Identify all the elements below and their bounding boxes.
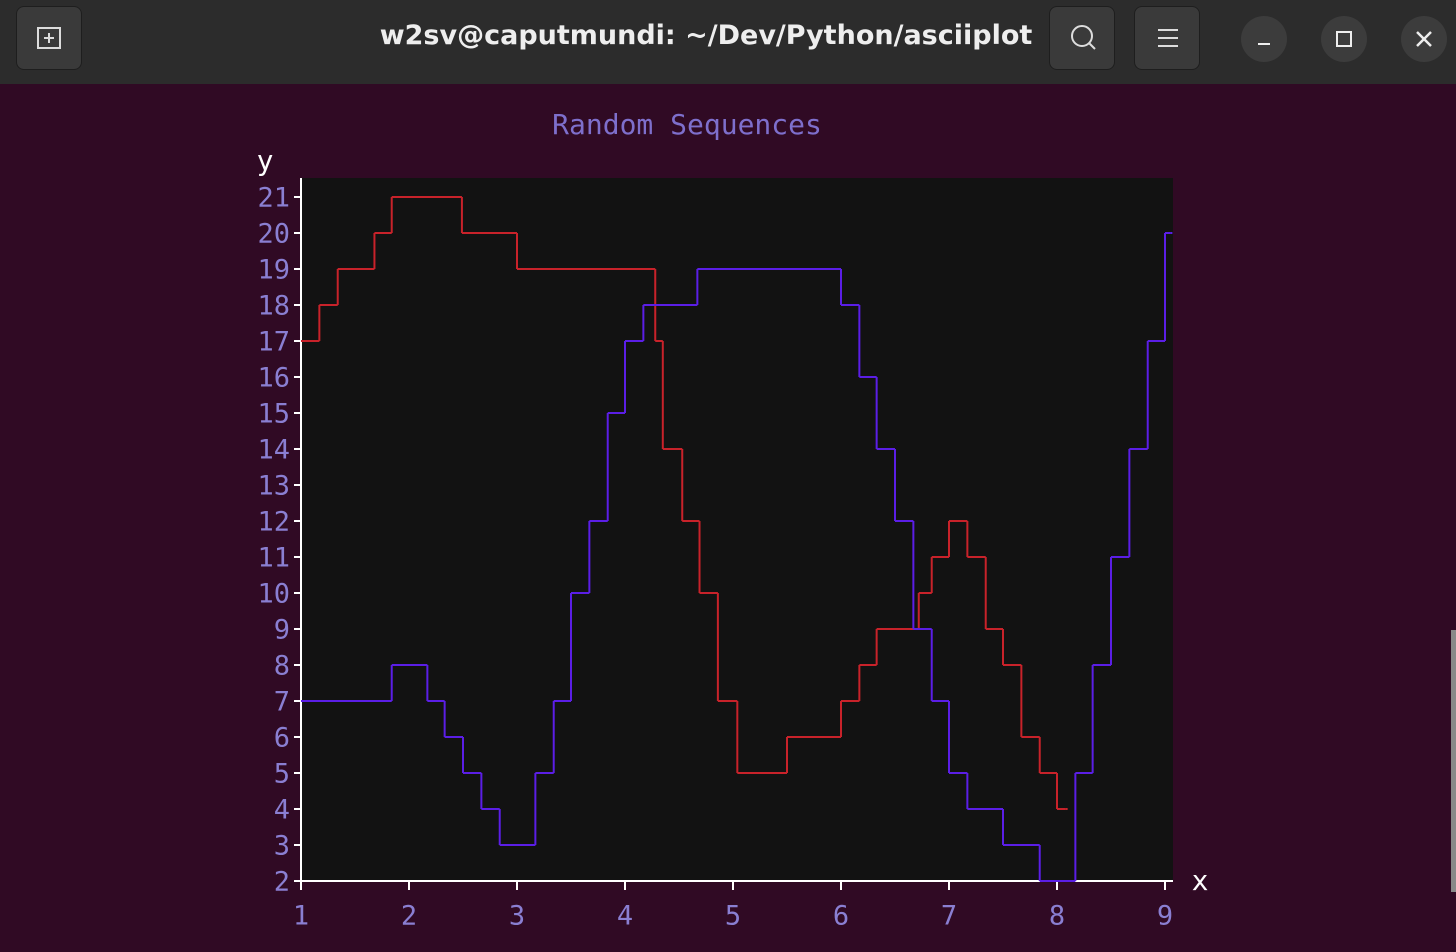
y-tick-label: 2 [274,867,290,898]
y-tick-label: 14 [257,435,290,466]
new-tab-icon [37,27,61,49]
y-axis-label: y [257,144,274,177]
x-axis-label: x [1192,864,1209,897]
search-icon [1071,25,1096,50]
close-button[interactable] [1401,16,1447,62]
y-tick-label: 12 [257,507,290,538]
x-tick-label: 4 [617,901,633,932]
x-tick-label: 3 [509,901,525,932]
new-tab-button[interactable] [16,6,82,70]
chart: Random Sequences y x 2345678910111213141… [257,108,1456,932]
close-icon [1416,31,1432,47]
x-tick-label: 9 [1157,901,1173,932]
x-tick-label: 2 [401,901,417,932]
y-tick-label: 8 [274,651,290,682]
x-tick-label: 8 [1049,901,1065,932]
menu-icon [1158,29,1178,47]
y-tick-label: 7 [274,687,290,718]
chart-title: Random Sequences [552,108,822,141]
x-tick-label: 1 [293,901,309,932]
y-tick-label: 3 [274,831,290,862]
y-tick-label: 16 [257,363,290,394]
y-tick-label: 18 [257,291,290,322]
y-tick-label: 6 [274,723,290,754]
y-tick-label: 9 [274,615,290,646]
y-tick-label: 17 [257,327,290,358]
y-tick-label: 5 [274,759,290,790]
scrollbar [1451,630,1456,892]
search-button[interactable] [1049,6,1115,70]
x-tick-label: 7 [941,901,957,932]
x-tick-label: 5 [725,901,741,932]
y-tick-label: 15 [257,399,290,430]
minimize-button[interactable] [1241,16,1287,62]
y-tick-label: 13 [257,471,290,502]
window-title: w2sv@caputmundi: ~/Dev/Python/asciiplot [379,20,1033,51]
minimize-icon [1258,43,1270,45]
y-tick-label: 20 [257,219,290,250]
y-tick-label: 19 [257,255,290,286]
menu-button[interactable] [1134,6,1200,70]
y-tick-label: 10 [257,579,290,610]
y-tick-label: 4 [274,795,290,826]
maximize-button[interactable] [1321,16,1367,62]
y-tick-label: 11 [257,543,290,574]
plot-area [301,178,1173,880]
maximize-icon [1336,31,1352,47]
title-bar: w2sv@caputmundi: ~/Dev/Python/asciiplot [0,0,1456,84]
y-tick-label: 21 [257,183,290,214]
x-tick-label: 6 [833,901,849,932]
